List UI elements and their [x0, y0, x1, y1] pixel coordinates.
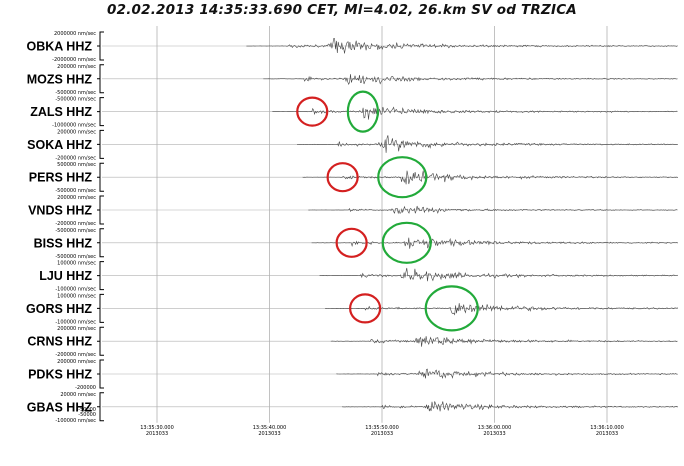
x-tick-date: 2013033	[146, 431, 168, 437]
amplitude-top-label: 200000 nm/sec	[57, 129, 96, 135]
p-wave-circle	[296, 96, 329, 127]
x-tick-date: 2013033	[596, 431, 618, 437]
x-tick-date: 2013033	[371, 431, 393, 437]
s-wave-circle	[424, 285, 479, 332]
amplitude-scale-bracket	[97, 97, 104, 127]
amplitude-top-label: -500000 nm/sec	[55, 97, 96, 103]
x-tick-label: 13:35:50.000	[365, 425, 399, 431]
amplitude-top-label: 200000 nm/sec	[57, 64, 96, 70]
amplitude-bottom-label: -2000000 nm/sec	[52, 57, 96, 63]
x-tick-label: 13:35:40.000	[253, 425, 287, 431]
waveform-trace	[319, 267, 678, 282]
waveform-trace	[336, 368, 678, 379]
amplitude-scale-bracket	[97, 326, 104, 356]
amplitude-bottom-label: -500000 nm/sec	[55, 188, 96, 194]
amplitude-scale-bracket	[97, 261, 104, 291]
amplitude-scale-bracket	[97, 162, 104, 192]
amplitude-top-label: 200000 nm/sec	[57, 326, 96, 332]
waveform-trace	[325, 303, 679, 316]
amplitude-top-label: 100000 nm/sec	[57, 293, 96, 299]
amplitude-bottom-label: -500000 nm/sec	[55, 90, 96, 96]
station-label: GBAS HHZ	[27, 400, 93, 414]
station-label: GORS HHZ	[26, 302, 92, 316]
waveform-trace	[246, 38, 678, 54]
amplitude-top-label: 2000000 nm/sec	[54, 31, 96, 37]
waveform-trace	[263, 74, 678, 85]
x-tick-label: 13:36:10.000	[590, 425, 624, 431]
amplitude-extra-label: -50000	[78, 412, 96, 418]
amplitude-top-label: -500000 nm/sec	[55, 228, 96, 234]
amplitude-bottom-label: -200000	[75, 385, 96, 391]
amplitude-bottom-label: -200000 nm/sec	[55, 155, 96, 161]
waveform-trace	[308, 205, 678, 215]
waveform-trace	[296, 135, 678, 153]
amplitude-top-label: 200000 nm/sec	[57, 359, 96, 365]
waveform-trace	[342, 401, 678, 412]
amplitude-bottom-label: -200000 nm/sec	[55, 221, 96, 227]
waveform-trace	[311, 237, 678, 249]
amplitude-scale-bracket	[97, 195, 104, 225]
x-tick-label: 13:36:00.000	[478, 425, 512, 431]
amplitude-bottom-label: -200000 nm/sec	[55, 352, 96, 358]
waveform-trace	[272, 106, 678, 120]
station-label: SOKA HHZ	[27, 138, 92, 152]
amplitude-scale-bracket	[97, 64, 104, 94]
station-label: VNDS HHZ	[28, 204, 92, 218]
s-wave-circle	[346, 90, 379, 133]
station-label: LJU HHZ	[39, 269, 92, 283]
amplitude-extra-label: -50000	[78, 407, 96, 413]
x-tick-date: 2013033	[258, 431, 280, 437]
amplitude-bottom-label: -1000000 nm/sec	[52, 123, 96, 129]
station-label: PDKS HHZ	[28, 368, 92, 382]
p-wave-circle	[335, 227, 368, 258]
amplitude-scale-bracket	[97, 31, 104, 61]
amplitude-top-label: 200000 nm/sec	[57, 195, 96, 201]
amplitude-top-label: 20000 nm/sec	[60, 392, 96, 398]
amplitude-scale-bracket	[97, 228, 104, 258]
p-wave-circle	[349, 293, 382, 324]
amplitude-scale-bracket	[97, 359, 104, 389]
amplitude-bottom-label: -500000 nm/sec	[55, 254, 96, 260]
station-label: PERS HHZ	[29, 171, 93, 185]
amplitude-bottom-label: -100000 nm/sec	[55, 319, 96, 325]
waveform-trace	[302, 170, 678, 185]
station-label: MOZS HHZ	[27, 72, 93, 86]
station-label: CRNS HHZ	[27, 335, 92, 349]
x-tick-label: 13:35:30.000	[140, 425, 174, 431]
station-label: BISS HHZ	[34, 236, 93, 250]
amplitude-scale-bracket	[97, 129, 104, 159]
station-label: ZALS HHZ	[30, 105, 92, 119]
amplitude-top-label: 500000 nm/sec	[57, 162, 96, 168]
chart-title: 02.02.2013 14:35:33.690 CET, Ml=4.02, 26…	[107, 2, 577, 18]
amplitude-top-label: 100000 nm/sec	[57, 261, 96, 267]
x-tick-date: 2013033	[483, 431, 505, 437]
amplitude-scale-bracket	[97, 392, 104, 422]
s-wave-circle	[381, 221, 432, 264]
amplitude-bottom-label: -100000 nm/sec	[55, 418, 96, 424]
amplitude-scale-bracket	[97, 293, 104, 323]
p-wave-circle	[326, 162, 359, 193]
s-wave-circle	[377, 156, 428, 199]
waveform-trace	[330, 336, 678, 347]
amplitude-bottom-label: -100000 nm/sec	[55, 287, 96, 293]
station-label: OBKA HHZ	[26, 40, 92, 54]
